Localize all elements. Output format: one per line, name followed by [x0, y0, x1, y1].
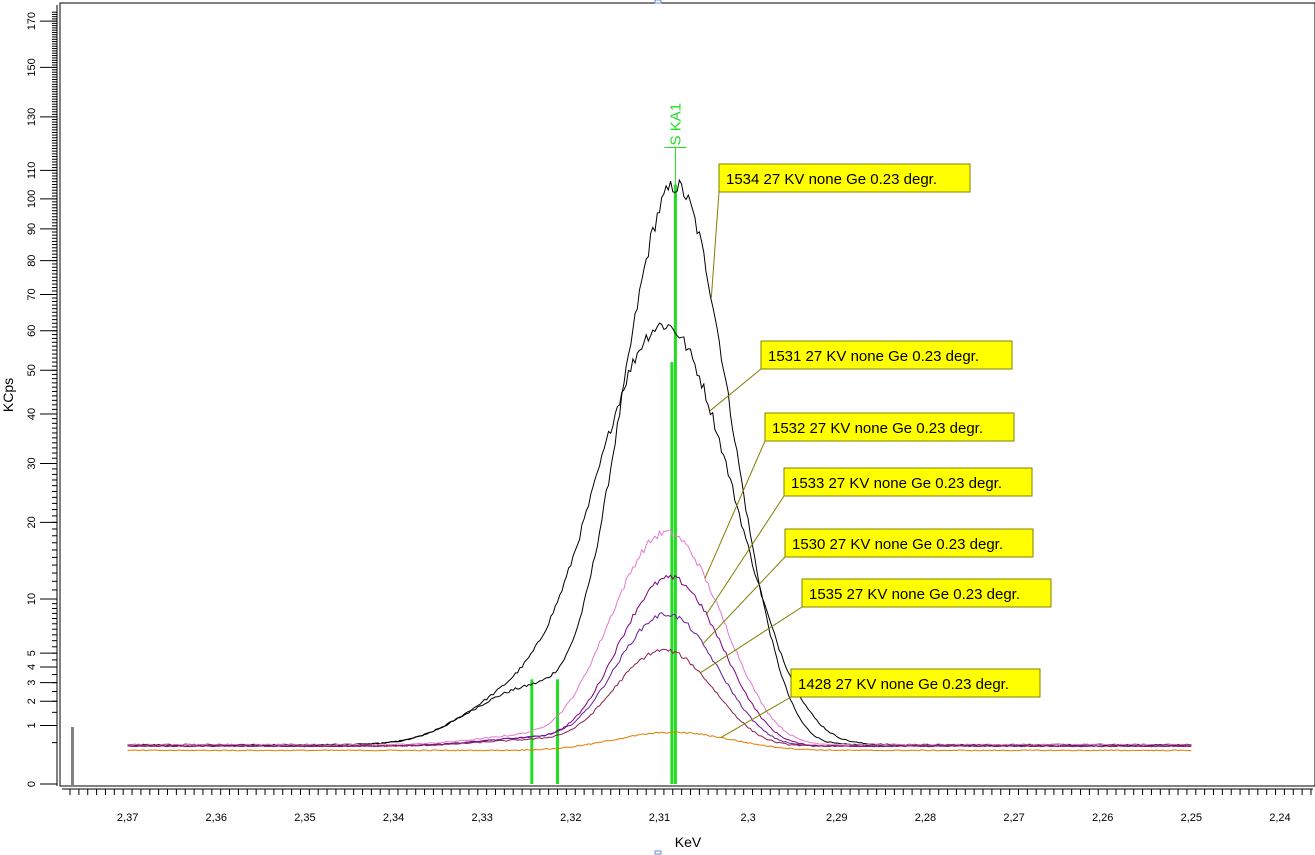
annotation-leader [709, 368, 762, 412]
annotation-box[interactable] [764, 412, 1015, 442]
x-tick-label: 2,26 [1092, 812, 1113, 824]
y-tick-label: 5 [26, 650, 38, 656]
annotation-label: 1534 27 KV none Ge 0.23 degr. [726, 171, 937, 188]
x-tick-label: 2,33 [471, 812, 492, 824]
series-lines [127, 178, 1192, 752]
y-axis-title: KCps [0, 378, 16, 412]
resize-handle-top[interactable] [654, 0, 662, 4]
annotation-label: 1428 27 KV none Ge 0.23 degr. [798, 676, 1009, 693]
y-tick-label: 30 [26, 457, 38, 469]
y-tick-label: 90 [26, 223, 38, 235]
y-tick-label: 0 [26, 781, 38, 787]
x-tick-label: 2,35 [294, 812, 315, 824]
x-tick-label: 2,27 [1003, 812, 1024, 824]
y-tick-label: 110 [26, 162, 38, 180]
annotation-box[interactable] [790, 668, 1041, 698]
axes: 2,37 2,36 2,35 2,34 2,33 2,32 2,31 2,3 2,29 2,28 2… [26, 0, 1313, 855]
x-tick-label: 2,25 [1181, 812, 1202, 824]
x-tick-label: 2,32 [560, 812, 581, 824]
y-tick-label: 80 [26, 255, 38, 267]
x-axis-title: KeV [675, 834, 702, 850]
x-tick-label: 2,37 [117, 812, 138, 824]
annotation-leader [705, 495, 785, 616]
series-line [127, 731, 1192, 752]
annotation-box[interactable] [801, 578, 1052, 608]
y-tick-label: 1 [26, 722, 38, 728]
annotation-leader [720, 696, 792, 739]
y-tick-label: 170 [26, 12, 38, 30]
element-line-label: S KA1 [667, 103, 684, 146]
y-tick-label: 130 [26, 108, 38, 126]
annotation-leader [699, 606, 803, 674]
x-tick-label: 2,36 [206, 812, 227, 824]
annotation-box[interactable] [760, 340, 1013, 370]
annotation-label: 1535 27 KV none Ge 0.23 degr. [809, 586, 1020, 603]
annotations: 1534 27 KV none Ge 0.23 degr. 1531 27 KV … [699, 163, 1052, 739]
x-tick-label: 2,31 [649, 812, 670, 824]
annotation-leader [710, 191, 720, 298]
y-tick-label: 20 [26, 516, 38, 528]
annotation-label: 1532 27 KV none Ge 0.23 degr. [772, 420, 983, 437]
x-tick-label: 2,34 [383, 812, 404, 824]
annotation-label: 1530 27 KV none Ge 0.23 degr. [792, 536, 1003, 553]
annotation-label: 1531 27 KV none Ge 0.23 degr. [768, 348, 979, 365]
y-tick-label: 4 [26, 664, 38, 670]
y-tick-label: 40 [26, 408, 38, 420]
resize-handle-bottom[interactable] [654, 850, 662, 855]
y-tick-label: 50 [26, 364, 38, 376]
y-tick-label: 150 [26, 58, 38, 76]
x-tick-label: 2,3 [740, 812, 755, 824]
plot-area [59, 2, 1315, 787]
series-line [127, 648, 1192, 748]
annotation-box[interactable] [718, 163, 971, 193]
annotation-label: 1533 27 KV none Ge 0.23 degr. [791, 475, 1002, 492]
y-tick-label: 60 [26, 325, 38, 337]
y-tick-label: 70 [26, 288, 38, 300]
annotation-leader [704, 440, 766, 579]
y-tick-label: 3 [26, 680, 38, 686]
y-tick-label: 2 [26, 698, 38, 704]
x-tick-label: 2,28 [915, 812, 936, 824]
annotation-box[interactable] [783, 467, 1033, 497]
scroll-handle[interactable] [71, 727, 74, 785]
y-tick-label: 10 [26, 593, 38, 605]
x-tick-label: 2,24 [1269, 812, 1290, 824]
x-tick-label: 2,29 [826, 812, 847, 824]
y-tick-label: 100 [26, 190, 38, 208]
annotation-box[interactable] [784, 528, 1034, 558]
annotation-leader [702, 556, 786, 645]
